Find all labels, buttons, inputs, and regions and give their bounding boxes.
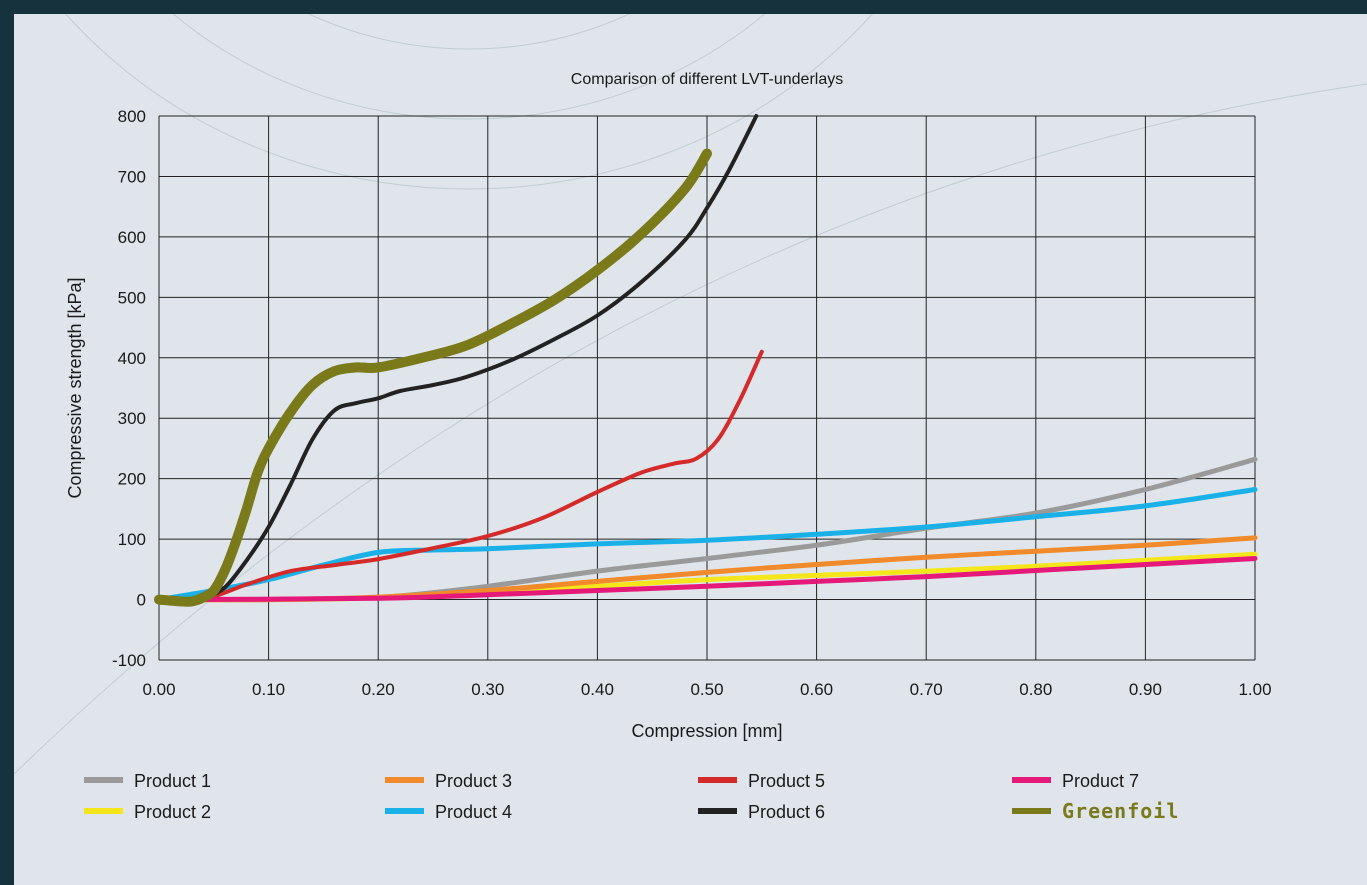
x-tick-label: 0.90 — [1129, 680, 1162, 699]
y-tick-label: 400 — [118, 349, 146, 368]
legend: Product 1 Product 2 Product 3 Product 4 Prod… — [84, 771, 1179, 823]
x-axis-ticks: 0.00 0.10 0.20 0.30 0.40 0.50 0.60 0.70 0.80 0.90… — [142, 680, 1271, 699]
y-axis-label: Compressive strength [kPa] — [65, 277, 85, 498]
chart-panel — [14, 14, 1367, 885]
y-tick-label: 800 — [118, 107, 146, 126]
x-tick-label: 0.00 — [142, 680, 175, 699]
y-tick-label: 0 — [137, 591, 146, 610]
legend-label-product-2: Product 2 — [134, 802, 211, 822]
x-tick-label: 0.80 — [1019, 680, 1052, 699]
x-tick-label: 0.30 — [471, 680, 504, 699]
y-tick-label: 600 — [118, 228, 146, 247]
x-tick-label: 1.00 — [1238, 680, 1271, 699]
series-line-product-4 — [156, 487, 1258, 603]
series-line-product-5 — [189, 349, 764, 602]
y-axis-ticks: 800 700 600 500 400 300 200 100 0 -100 — [112, 107, 146, 670]
x-tick-label: 0.20 — [362, 680, 395, 699]
legend-label-product-1: Product 1 — [134, 771, 211, 791]
legend-label-product-5: Product 5 — [748, 771, 825, 791]
series-lines — [154, 114, 1258, 607]
y-tick-label: 200 — [118, 470, 146, 489]
x-tick-label: 0.70 — [910, 680, 943, 699]
background-arcs — [14, 14, 1367, 775]
legend-label-product-6: Product 6 — [748, 802, 825, 822]
y-tick-label: 100 — [118, 530, 146, 549]
legend-label-product-4: Product 4 — [435, 802, 512, 822]
x-tick-label: 0.50 — [690, 680, 723, 699]
legend-label-product-7: Product 7 — [1062, 771, 1139, 791]
x-tick-label: 0.10 — [252, 680, 285, 699]
y-tick-label: 300 — [118, 409, 146, 428]
legend-label-product-3: Product 3 — [435, 771, 512, 791]
chart-title: Comparison of different LVT-underlays — [571, 71, 843, 88]
y-tick-label: 700 — [118, 167, 146, 186]
series-line-product-6 — [200, 114, 759, 602]
series-line-product-7 — [156, 556, 1258, 603]
x-axis-label: Compression [mm] — [631, 721, 782, 741]
x-tick-label: 0.40 — [581, 680, 614, 699]
series-line-greenfoil — [154, 148, 712, 607]
legend-label-greenfoil: Greenfoil — [1062, 799, 1179, 823]
y-tick-label: -100 — [112, 651, 146, 670]
y-tick-label: 500 — [118, 288, 146, 307]
x-tick-label: 0.60 — [800, 680, 833, 699]
